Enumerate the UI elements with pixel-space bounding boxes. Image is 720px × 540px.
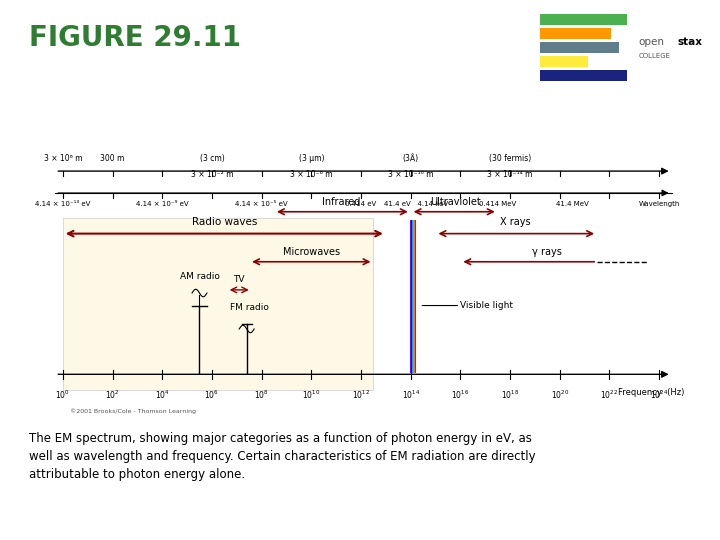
Text: 300 m: 300 m	[100, 154, 125, 163]
Text: stax: stax	[678, 37, 703, 48]
Bar	[540, 14, 627, 25]
Text: (30 fermis): (30 fermis)	[489, 154, 531, 163]
Text: (3Å): (3Å)	[402, 154, 419, 163]
Text: 10$^{24}$: 10$^{24}$	[650, 388, 668, 401]
Text: 0.414 MeV: 0.414 MeV	[479, 201, 516, 207]
Text: FIGURE 29.11: FIGURE 29.11	[29, 24, 240, 52]
Text: 3 × 10⁻¹⁰ m: 3 × 10⁻¹⁰ m	[388, 170, 433, 179]
Text: open: open	[638, 37, 665, 48]
Text: 10$^0$: 10$^0$	[55, 388, 71, 401]
Bar	[413, 220, 415, 373]
Text: TV: TV	[233, 275, 245, 284]
Bar	[415, 220, 416, 373]
FancyBboxPatch shape	[63, 218, 374, 390]
Text: Wavelength: Wavelength	[639, 201, 680, 207]
Text: 3 × 10⁻¹⁴ m: 3 × 10⁻¹⁴ m	[487, 170, 533, 179]
Text: The EM spectrum, showing major categories as a function of photon energy in eV, : The EM spectrum, showing major categorie…	[29, 432, 536, 481]
Bar	[540, 42, 619, 53]
Text: COLLEGE: COLLEGE	[638, 53, 670, 59]
Text: (3 μm): (3 μm)	[299, 154, 324, 163]
Text: 10$^8$: 10$^8$	[254, 388, 269, 401]
Text: 10$^{12}$: 10$^{12}$	[352, 388, 370, 401]
Text: 4.14 × 10⁻¹³ eV: 4.14 × 10⁻¹³ eV	[35, 201, 91, 207]
Text: 10$^2$: 10$^2$	[105, 388, 120, 401]
Bar	[411, 220, 412, 373]
Text: FM radio: FM radio	[230, 303, 269, 312]
Text: 3 × 10⁶ m: 3 × 10⁶ m	[44, 154, 82, 163]
Text: 10$^{18}$: 10$^{18}$	[501, 388, 519, 401]
Bar	[540, 70, 627, 81]
Text: X rays: X rays	[500, 218, 531, 227]
Text: Infrared: Infrared	[322, 197, 360, 207]
Text: Frequency  (Hz): Frequency (Hz)	[618, 388, 684, 397]
Text: 3 × 10⁻² m: 3 × 10⁻² m	[191, 170, 233, 179]
Bar	[410, 220, 411, 373]
Text: 4.14 × 10⁻⁵ eV: 4.14 × 10⁻⁵ eV	[235, 201, 288, 207]
Text: 4.14 × 10⁻⁹ eV: 4.14 × 10⁻⁹ eV	[136, 201, 189, 207]
Text: (3 cm): (3 cm)	[199, 154, 225, 163]
Text: 10$^{22}$: 10$^{22}$	[600, 388, 618, 401]
Text: 10$^{10}$: 10$^{10}$	[302, 388, 320, 401]
Bar	[540, 28, 611, 39]
Text: Ultraviolet: Ultraviolet	[430, 197, 481, 207]
Text: Visible light: Visible light	[460, 301, 513, 310]
Bar	[412, 220, 413, 373]
Text: Radio waves: Radio waves	[192, 218, 257, 227]
Text: 10$^6$: 10$^6$	[204, 388, 220, 401]
Text: 10$^4$: 10$^4$	[155, 388, 170, 401]
Text: 10$^{16}$: 10$^{16}$	[451, 388, 469, 401]
Bar	[540, 56, 588, 67]
Text: 3 × 10⁻⁶ m: 3 × 10⁻⁶ m	[290, 170, 333, 179]
Text: Microwaves: Microwaves	[283, 247, 340, 257]
Text: 10$^{20}$: 10$^{20}$	[551, 388, 569, 401]
Text: 41.4 eV   4.14 keV: 41.4 eV 4.14 keV	[384, 201, 448, 207]
Text: AM radio: AM radio	[179, 272, 220, 280]
Text: 41.4 MeV: 41.4 MeV	[556, 201, 588, 207]
Text: ©2001 Brooks/Cole - Thomson Learning: ©2001 Brooks/Cole - Thomson Learning	[71, 409, 197, 414]
Text: γ rays: γ rays	[532, 247, 562, 257]
Text: 0.414 eV: 0.414 eV	[346, 201, 377, 207]
Text: 10$^{14}$: 10$^{14}$	[402, 388, 420, 401]
